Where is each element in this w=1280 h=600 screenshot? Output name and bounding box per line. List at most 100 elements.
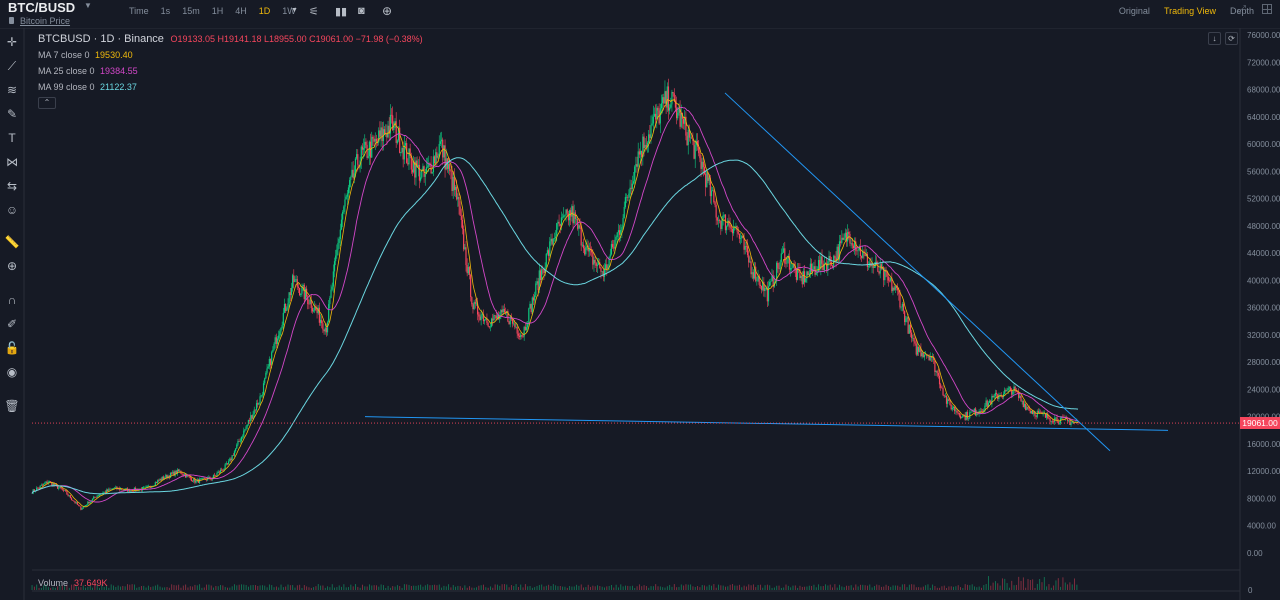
ma99-label[interactable]: MA 99 close 0 — [38, 82, 95, 92]
candle-body — [760, 285, 763, 290]
ma25-label[interactable]: MA 25 close 0 — [38, 66, 95, 76]
candle-body — [311, 308, 314, 312]
candle-body — [865, 254, 867, 256]
pattern-icon[interactable]: ⋈ — [6, 155, 18, 169]
ma25-line — [31, 106, 1079, 503]
volume-bar — [471, 587, 473, 590]
download-icon[interactable]: ↓ — [1208, 32, 1221, 45]
interval-1s[interactable]: 1s — [160, 6, 171, 16]
pair-dropdown-icon[interactable]: ▼ — [84, 1, 92, 10]
candle-body — [609, 254, 611, 257]
view-original[interactable]: Original — [1118, 6, 1150, 16]
candle-body — [496, 315, 499, 319]
pair-subtitle[interactable]: Bitcoin Price — [20, 16, 71, 26]
volume-bar — [727, 586, 729, 590]
volume-bar — [801, 586, 803, 590]
candle-body — [840, 241, 842, 243]
volume-bar — [187, 587, 189, 590]
candle-body — [571, 206, 573, 217]
brush-icon[interactable]: ✎ — [6, 107, 18, 121]
candle-body — [429, 163, 431, 165]
volume-bar — [1020, 580, 1022, 590]
candle-body — [682, 118, 685, 124]
measure-icon[interactable]: ⇆ — [6, 179, 18, 193]
volume-bar — [371, 585, 373, 590]
add-icon[interactable]: ⊕ — [382, 4, 393, 18]
refresh-icon[interactable]: ⟳ — [1225, 32, 1238, 45]
candle-body — [486, 318, 488, 323]
candle-body — [1068, 420, 1070, 422]
lock-icon[interactable]: 🔓 — [4, 341, 20, 355]
candle-body — [755, 266, 757, 281]
interval-1h[interactable]: 1H — [211, 6, 224, 16]
more-intervals-icon[interactable]: ▼ — [291, 7, 298, 14]
volume-bar — [252, 584, 254, 590]
crosshair-icon[interactable]: ✛ — [6, 35, 18, 49]
candle-body — [255, 403, 258, 411]
volume-bar — [452, 585, 454, 590]
pair-title[interactable]: BTC/BUSD — [8, 0, 76, 15]
interval-15m[interactable]: 15m — [182, 6, 200, 16]
volume-bar — [901, 584, 903, 590]
interval-1w[interactable]: 1W — [282, 6, 296, 16]
magnet-icon[interactable]: ∩ — [7, 293, 17, 307]
volume-bar — [836, 587, 838, 590]
candle-body — [860, 256, 863, 258]
candle-body — [380, 127, 382, 137]
volume-bar — [662, 587, 664, 590]
volume-bar — [848, 585, 850, 590]
volume-bar — [438, 584, 440, 590]
volume-bar — [988, 576, 989, 590]
eye-icon[interactable]: ◉ — [6, 365, 18, 379]
candle-body — [431, 172, 433, 174]
layout-grid-icon[interactable] — [1262, 4, 1272, 14]
candle-body — [822, 263, 824, 271]
volume-bar — [792, 585, 794, 590]
ma7-label[interactable]: MA 7 close 0 — [38, 50, 90, 60]
y-tick-label: 40000.00 — [1247, 276, 1280, 285]
candle-body — [735, 226, 737, 228]
trash-icon[interactable]: 🗑 — [4, 399, 20, 413]
candle-body — [1040, 411, 1042, 413]
candle-body — [988, 400, 991, 403]
fib-icon[interactable]: ≋ — [6, 83, 18, 97]
trendline-icon[interactable]: ⟋ — [7, 59, 17, 73]
volume-bar — [531, 587, 533, 590]
candle-body — [33, 489, 35, 491]
candle-body — [659, 108, 661, 124]
candle-body — [354, 158, 357, 174]
emoji-icon[interactable]: ☺ — [5, 203, 19, 217]
candle-body — [162, 476, 165, 479]
fullscreen-icon[interactable]: ⤢ — [1238, 4, 1246, 15]
candle-body — [408, 148, 410, 165]
volume-bar — [566, 587, 568, 590]
candle-body — [972, 411, 974, 413]
zoom-in-icon[interactable]: ⊕ — [6, 259, 18, 273]
legend-collapse-button[interactable]: ⌃ — [38, 97, 56, 109]
interval-4h[interactable]: 4H — [235, 6, 247, 16]
screenshot-icon[interactable]: ◙ — [358, 5, 365, 17]
volume-bar — [955, 586, 957, 590]
candle-body — [339, 229, 341, 239]
candle-body — [529, 303, 531, 309]
volume-bar — [683, 585, 685, 590]
interval-time[interactable]: Time — [129, 6, 149, 16]
volume-label: Volume — [38, 578, 69, 588]
candle-body — [267, 366, 269, 369]
view-trading-view[interactable]: Trading View — [1163, 6, 1216, 16]
volume-bar — [303, 585, 305, 590]
candle-body — [349, 180, 351, 188]
indicators-icon[interactable]: ⚟ — [309, 6, 319, 18]
candle-body — [572, 206, 574, 224]
candle-body — [581, 244, 583, 246]
volume-bar — [213, 587, 215, 590]
chart-type-icon[interactable]: ▮▮ — [335, 6, 348, 18]
interval-1d[interactable]: 1D — [258, 6, 271, 16]
text-icon[interactable]: T — [8, 131, 16, 145]
ruler-icon[interactable]: 📏 — [4, 235, 20, 249]
candle-body — [337, 242, 339, 250]
volume-bar — [871, 587, 873, 590]
lock-drawing-icon[interactable]: ✐ — [6, 317, 18, 331]
view-depth[interactable]: Depth — [1229, 6, 1254, 16]
